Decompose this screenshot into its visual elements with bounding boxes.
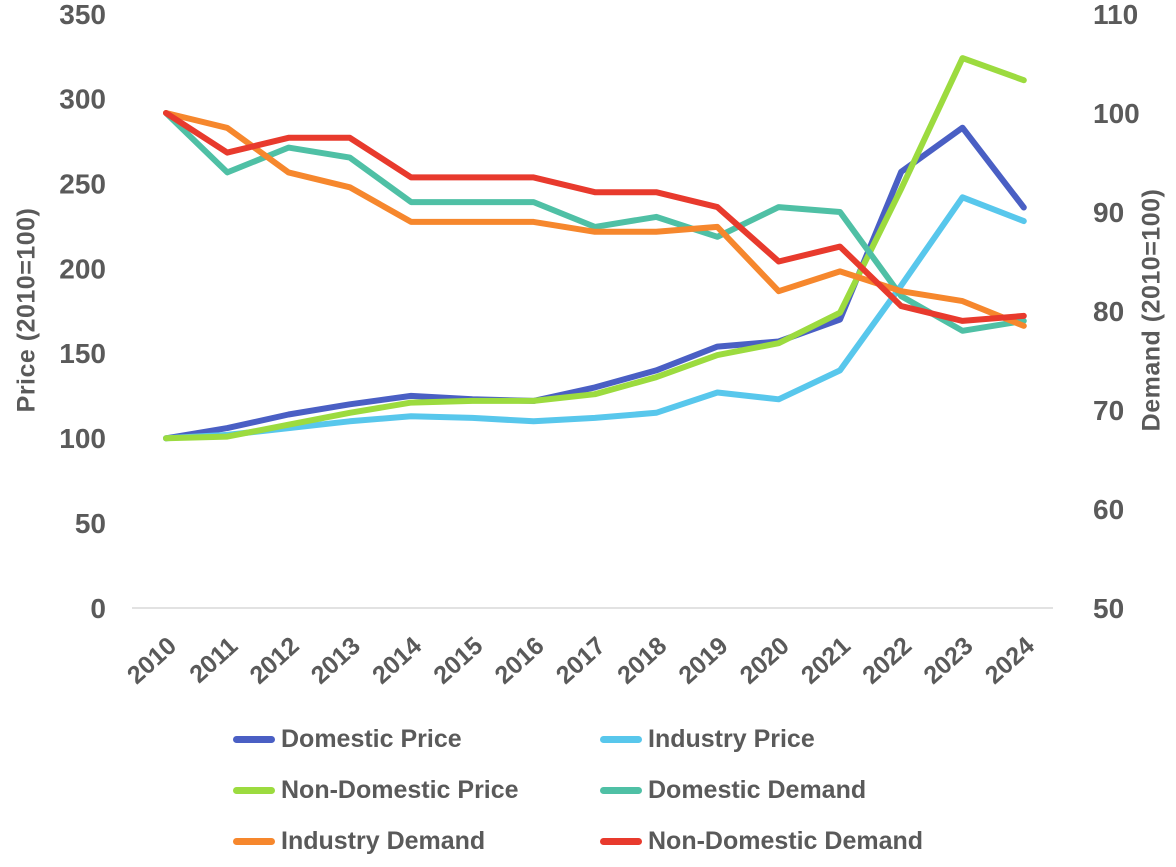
x-axis-label: 2013 (306, 632, 366, 690)
left-axis-tick: 300 (59, 84, 106, 115)
left-axis-tick: 0 (90, 593, 106, 624)
left-axis-tick: 50 (75, 508, 106, 539)
line-chart-plot: 350 300 250 200 150 100 50 0 110 100 90 80 70 60 50 201… (59, 0, 1140, 690)
x-axis-label: 2012 (244, 632, 304, 690)
left-axis-tick: 100 (59, 423, 106, 454)
left-axis-title: Price (2010=100) (12, 207, 41, 413)
legend-item-non-domestic-demand: Non-Domestic Demand (600, 827, 923, 856)
x-axis-label: 2016 (490, 632, 550, 690)
left-axis-tick: 350 (59, 0, 106, 30)
legend-item-non-domestic-price: Non-Domestic Price (233, 776, 600, 805)
x-axis-label: 2010 (122, 632, 182, 690)
legend-item-domestic-price: Domestic Price (233, 725, 600, 754)
non-domestic-demand-line (163, 110, 1027, 324)
right-axis-tick: 80 (1093, 296, 1124, 327)
right-axis-tick: 70 (1093, 395, 1124, 426)
domestic-demand-swatch-icon (600, 787, 642, 794)
x-axis-label: 2018 (612, 632, 672, 690)
left-axis-tick: 250 (59, 169, 106, 200)
x-axis-label: 2014 (367, 632, 427, 690)
non-domestic-price-swatch-icon (233, 787, 275, 794)
right-axis-tick: 60 (1093, 494, 1124, 525)
industry-demand-swatch-icon (233, 838, 275, 845)
x-axis-label: 2022 (857, 632, 917, 690)
non-domestic-demand-swatch-icon (600, 838, 642, 845)
right-axis-tick: 50 (1093, 593, 1124, 624)
legend-label: Domestic Demand (648, 776, 867, 804)
legend-item-domestic-demand: Domestic Demand (600, 776, 923, 805)
legend-label: Non-Domestic Demand (648, 827, 924, 855)
right-axis-tick: 100 (1093, 98, 1140, 129)
legend-label: Non-Domestic Price (281, 776, 519, 804)
domestic-price-swatch-icon (233, 736, 275, 743)
right-axis-title: Demand (2010=100) (1137, 188, 1166, 432)
x-axis-label: 2021 (796, 632, 856, 690)
left-axis-tick: 200 (59, 253, 106, 284)
x-axis-label: 2019 (673, 632, 733, 690)
x-axis-label: 2020 (735, 632, 795, 690)
domestic-price-line (163, 124, 1027, 442)
right-axis-tick: 110 (1093, 0, 1138, 30)
right-axis-tick: 90 (1093, 197, 1124, 228)
legend-label: Industry Demand (281, 827, 486, 855)
non-domestic-price-line (163, 55, 1027, 442)
x-axis-label: 2024 (980, 632, 1040, 690)
industry-price-swatch-icon (600, 736, 642, 743)
x-axis-label: 2017 (551, 632, 611, 690)
legend-label: Domestic Price (281, 725, 462, 753)
legend-label: Industry Price (648, 725, 815, 753)
legend: Domestic Price Industry Price Non-Domestic… (233, 714, 923, 867)
industry-price-line (163, 194, 1027, 442)
domestic-demand-line (163, 110, 1027, 334)
legend-item-industry-price: Industry Price (600, 725, 923, 754)
x-axis-label: 2023 (918, 632, 978, 690)
x-axis-label: 2015 (428, 632, 488, 690)
left-axis-tick: 150 (59, 338, 106, 369)
legend-item-industry-demand: Industry Demand (233, 827, 600, 856)
x-axis-label: 2011 (184, 632, 243, 689)
